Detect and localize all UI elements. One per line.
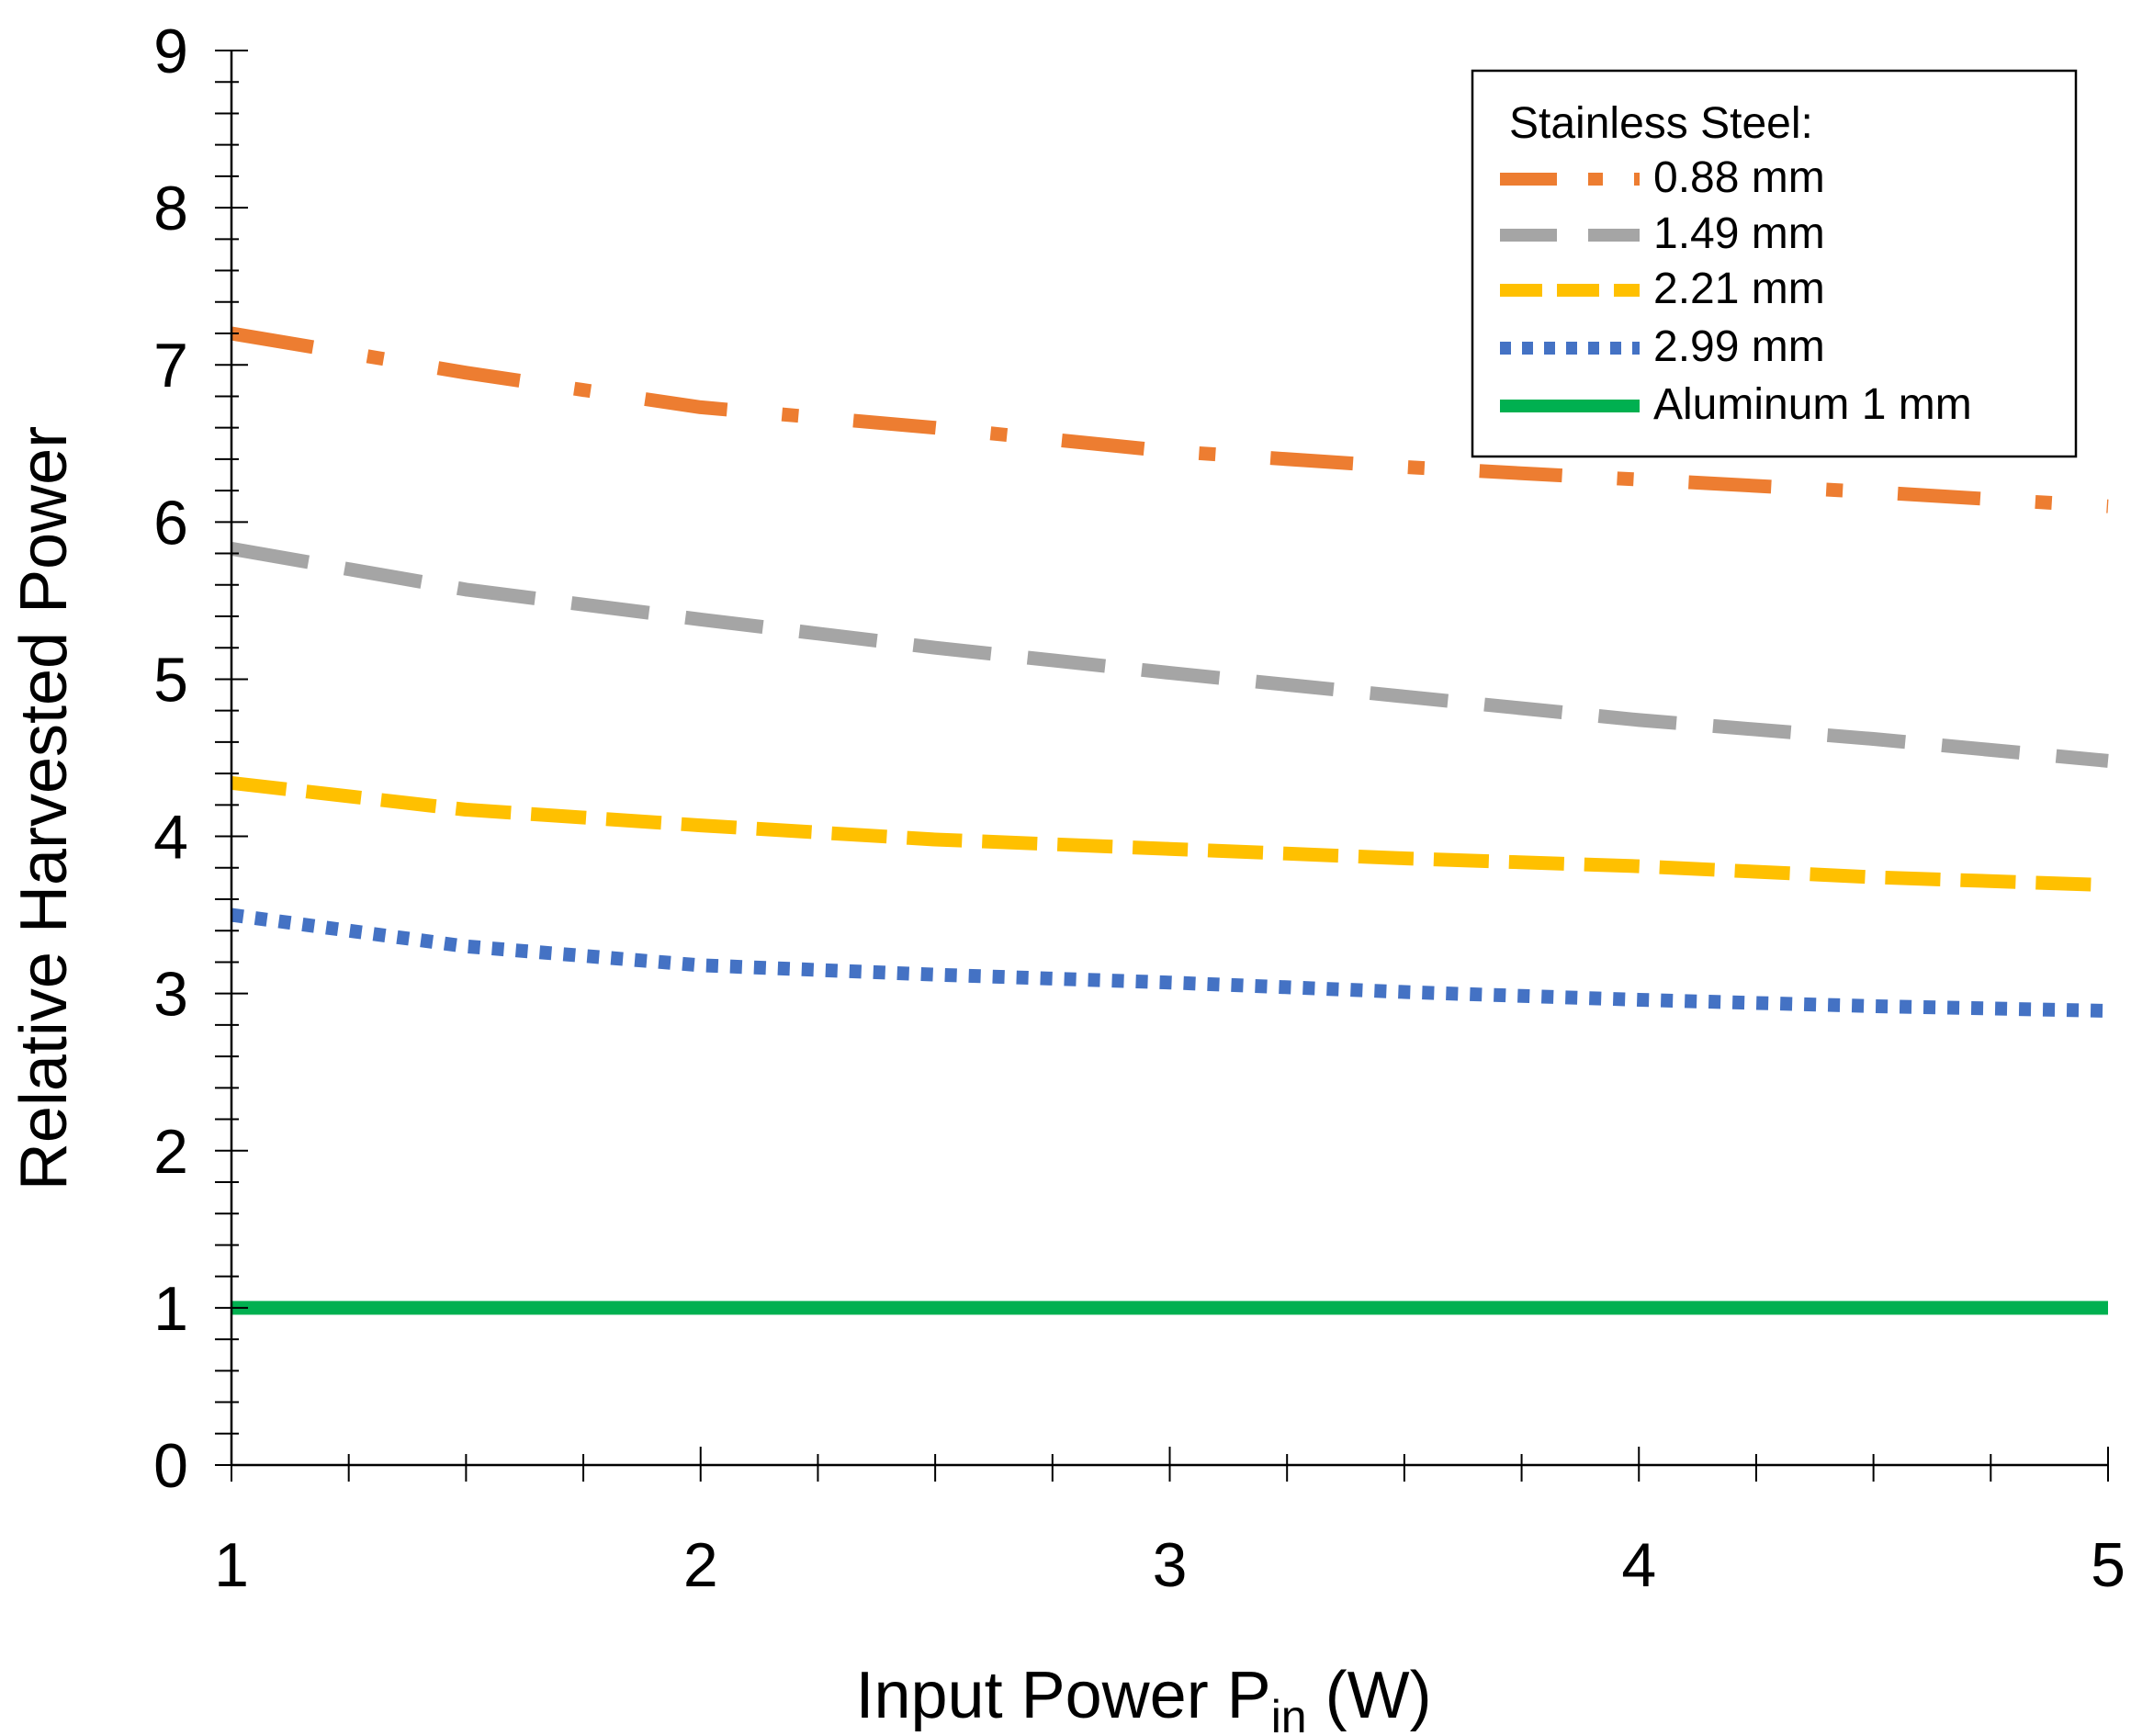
x-tick-label: 2 <box>683 1530 718 1600</box>
x-axis-title-unit: (W) <box>1307 1659 1432 1732</box>
y-axis-title: Relative Harvested Power <box>7 426 81 1190</box>
y-tick-label: 2 <box>153 1117 188 1187</box>
legend-label-4: 2.99 mm <box>1653 322 1825 371</box>
legend-label-3: 2.21 mm <box>1653 265 1825 313</box>
x-axis-title-subscript: in <box>1271 1691 1307 1736</box>
legend-entries: 0.88 mm 1.49 mm 2.21 mm 2.99 mm Aluminum 1 m… <box>1500 153 1972 429</box>
ticks-layer <box>215 50 2109 1482</box>
legend-box <box>1471 69 2078 458</box>
y-tick-label: 6 <box>153 488 188 558</box>
y-tick-label: 0 <box>153 1431 188 1501</box>
x-axis-title-main: Input Power P <box>855 1659 1270 1732</box>
series-line-2 <box>230 542 2109 768</box>
y-tick-label: 9 <box>153 17 188 86</box>
series-line-4 <box>231 907 2109 1018</box>
y-tick-label: 1 <box>153 1274 188 1344</box>
x-tick-label: 4 <box>1621 1530 1656 1600</box>
x-tick-label: 3 <box>1153 1530 1188 1600</box>
y-tick-label: 4 <box>153 803 188 873</box>
x-axis-title: Input Power Pin (W) <box>855 1659 1431 1736</box>
legend-title: Stainless Steel: <box>1509 99 1813 148</box>
y-tick-label: 5 <box>153 645 188 715</box>
y-tick-label: 3 <box>153 960 188 1030</box>
legend: Stainless Steel: 0.88 mm 1.49 mm 2.21 mm 2.… <box>1471 69 2078 458</box>
legend-label-5: Aluminum 1 mm <box>1653 380 1972 429</box>
x-tick-label: 1 <box>214 1530 249 1600</box>
x-tick-label: 5 <box>2091 1530 2125 1600</box>
y-tick-label: 8 <box>153 174 188 243</box>
legend-label-2: 1.49 mm <box>1653 209 1825 258</box>
y-tick-label: 7 <box>153 331 188 400</box>
series-line-3 <box>231 775 2109 893</box>
legend-label-1: 0.88 mm <box>1653 153 1825 202</box>
series-layer <box>230 326 2109 1315</box>
